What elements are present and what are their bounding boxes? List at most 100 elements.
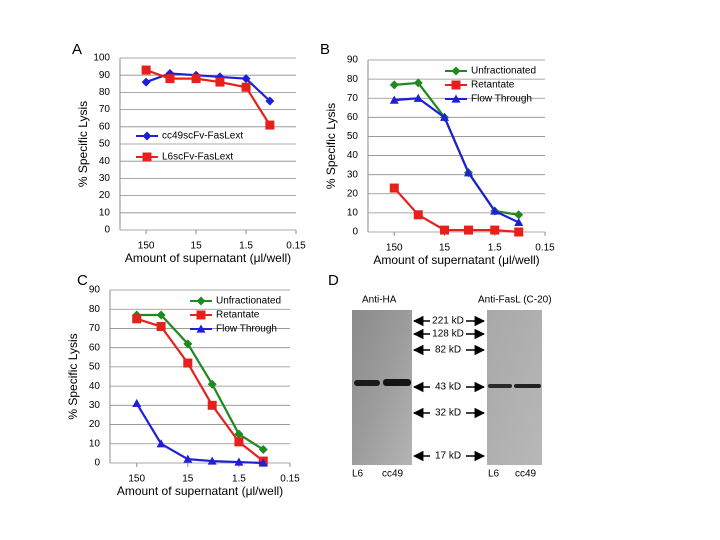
y-tick-label: 80: [99, 87, 111, 98]
y-tick-label: 100: [93, 53, 110, 64]
y-tick-label: 40: [89, 381, 101, 392]
y-tick-label: 80: [347, 74, 359, 85]
point: [490, 206, 500, 215]
point: [413, 93, 423, 102]
point: [514, 227, 524, 237]
point: [156, 439, 166, 448]
y-tick-label: 60: [89, 342, 101, 353]
x-tick-label: 150: [138, 241, 155, 252]
y-tick-label: 90: [89, 285, 101, 296]
marker-label-bg: [430, 449, 466, 462]
lane-label: cc49: [515, 469, 537, 480]
y-tick-label: 20: [347, 188, 359, 199]
marker-label-bg: [430, 343, 466, 356]
point: [132, 314, 142, 324]
point: [183, 339, 193, 349]
y-tick-label: 50: [89, 362, 101, 373]
marker-label-bg: [430, 327, 466, 340]
lane-label: L6: [352, 469, 364, 480]
panel-label: A: [72, 41, 82, 58]
point: [265, 96, 275, 106]
marker-label: 32 kD: [435, 408, 461, 419]
x-tick-label: 1.5: [488, 243, 502, 254]
legend-marker: [142, 152, 152, 162]
point: [463, 225, 473, 235]
legend-label: Flow Through: [216, 324, 277, 335]
point: [413, 78, 423, 88]
blot-title: Anti-FasL (C-20): [478, 295, 552, 306]
x-tick-label: 0.15: [535, 243, 555, 254]
point: [234, 457, 244, 466]
y-tick-label: 10: [99, 207, 111, 218]
y-tick-label: 70: [89, 323, 101, 334]
panel-label: C: [77, 272, 88, 289]
y-tick-label: 70: [347, 93, 359, 104]
y-axis-label: % Specific Lysis: [324, 103, 338, 189]
legend-label: Unfractionated: [471, 66, 536, 77]
point: [258, 458, 268, 467]
legend-label: L6scFv-FasLext: [162, 152, 233, 163]
y-tick-label: 10: [89, 438, 101, 449]
point: [207, 456, 217, 465]
x-tick-label: 15: [182, 474, 194, 485]
series-line: [393, 187, 519, 234]
legend-label: Flow Through: [471, 94, 532, 105]
marker-label: 82 kD: [435, 345, 461, 356]
series-line: [136, 317, 264, 462]
point: [141, 65, 151, 75]
x-tick-label: 0.15: [286, 241, 306, 252]
point: [207, 379, 217, 389]
legend-marker: [196, 324, 206, 333]
panel-label: D: [328, 272, 339, 289]
y-axis-label: % Specific Lysis: [66, 333, 80, 419]
marker-label-bg: [430, 406, 466, 419]
point: [156, 322, 166, 332]
band: [383, 379, 411, 386]
x-tick-label: 1.5: [239, 241, 253, 252]
blot-image: [352, 310, 412, 465]
point: [156, 310, 166, 320]
point: [258, 445, 268, 455]
legend-label: Retantate: [216, 310, 260, 321]
band: [354, 380, 380, 386]
blot-title: Anti-HA: [362, 295, 397, 306]
point: [132, 398, 142, 408]
point: [141, 77, 151, 87]
point: [440, 112, 450, 121]
y-tick-label: 40: [99, 156, 111, 167]
x-tick-label: 1.5: [232, 474, 246, 485]
marker-label: 221 kD: [432, 316, 464, 327]
x-tick-label: 150: [128, 474, 145, 485]
y-axis-label: % Specific Lysis: [76, 101, 90, 187]
band: [514, 384, 541, 388]
point: [215, 77, 225, 87]
x-axis-label: Amount of supernatant (μl/well): [125, 251, 291, 265]
y-tick-label: 90: [99, 70, 111, 81]
point: [514, 210, 524, 220]
y-tick-label: 70: [99, 104, 111, 115]
point: [413, 210, 423, 220]
x-tick-label: 0.15: [280, 474, 300, 485]
point: [265, 120, 275, 130]
point: [490, 225, 500, 235]
point: [183, 358, 193, 368]
x-tick-label: 15: [191, 241, 203, 252]
x-tick-label: 150: [386, 243, 403, 254]
y-tick-label: 50: [99, 139, 111, 150]
band: [488, 384, 512, 388]
point: [389, 183, 399, 193]
lane-label: cc49: [382, 469, 404, 480]
legend-marker: [142, 131, 152, 141]
point: [234, 429, 244, 439]
point: [241, 82, 251, 92]
series-line: [145, 69, 271, 126]
point: [207, 400, 217, 410]
marker-label: 17 kD: [435, 451, 461, 462]
point: [463, 168, 473, 177]
point: [389, 95, 399, 104]
point: [440, 225, 450, 235]
y-tick-label: 0: [104, 225, 110, 236]
legend-marker: [196, 310, 206, 320]
